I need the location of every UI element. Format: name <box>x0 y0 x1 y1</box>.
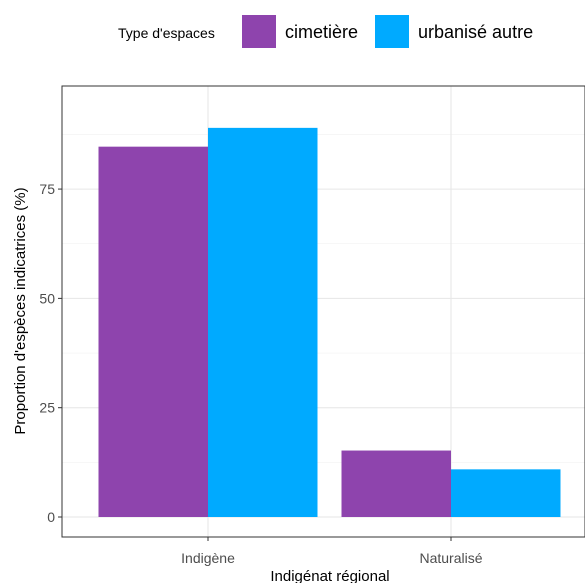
legend-label-cimetiere: cimetière <box>285 22 358 42</box>
x-tick-label: Naturalisé <box>419 550 482 566</box>
bar-indigene-cimetiere <box>98 146 208 517</box>
x-tick-label: Indigène <box>181 550 235 566</box>
y-axis-title: Proportion d'espèces indicatrices (%) <box>12 187 29 434</box>
bar-naturalise-urbanise-autre <box>451 469 561 517</box>
bars <box>98 127 561 518</box>
bar-indigene-urbanise-autre <box>208 127 318 518</box>
legend-label-urbanise-autre: urbanisé autre <box>418 22 533 42</box>
bar-naturalise-cimetiere <box>341 450 451 517</box>
y-axis: 0 25 50 75 <box>39 181 62 525</box>
plot-panel <box>61 85 585 538</box>
panel-border <box>61 85 585 538</box>
legend-swatch-cimetiere <box>242 15 276 48</box>
legend: Type d'espaces cimetière urbanisé autre <box>118 15 533 48</box>
y-tick-label: 25 <box>39 400 55 416</box>
legend-swatch-urbanise-autre <box>375 15 409 48</box>
x-axis: Indigène Naturalisé <box>181 537 483 566</box>
y-tick-label: 75 <box>39 181 55 197</box>
y-tick-label: 50 <box>39 290 55 306</box>
x-axis-title: Indigénat régional <box>270 568 389 583</box>
legend-title: Type d'espaces <box>118 25 215 41</box>
y-tick-label: 0 <box>47 509 55 525</box>
